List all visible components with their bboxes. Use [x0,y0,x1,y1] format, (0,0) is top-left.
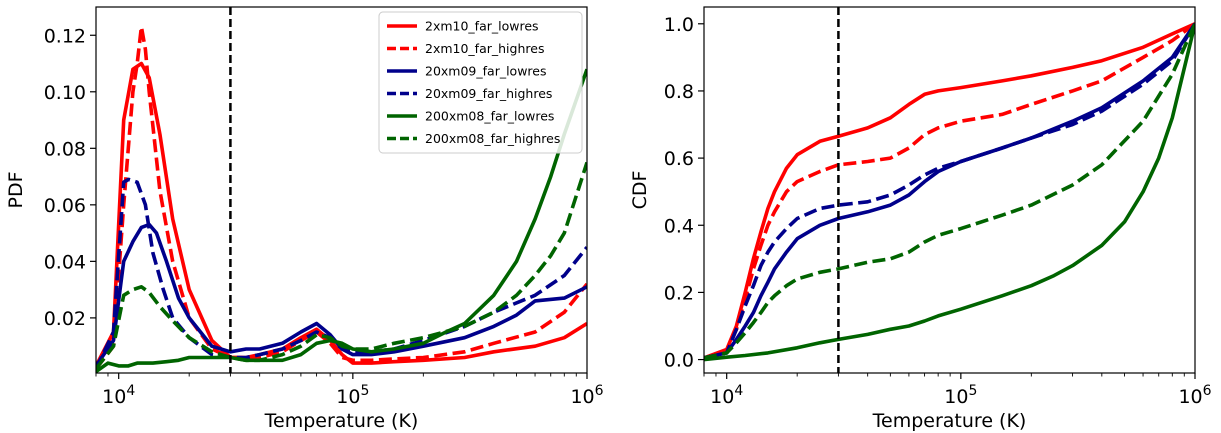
legend-label: 2xm10_far_highres [425,41,544,56]
series-line-200xm08_far_lowres [704,23,1195,362]
y-tick-label: 0.2 [664,282,694,304]
series-line-20xm09_far_lowres [704,22,1195,360]
legend-label: 200xm08_far_lowres [425,109,554,124]
y-tick-label: 0.10 [44,82,86,104]
series-line-20xm09_far_highres [704,22,1195,360]
x-tick-label: 104 [102,383,135,408]
cdf-panel: 0.0 0.2 0.4 0.6 0.8 1.0 104 105 106 Temperature (… [629,6,1212,432]
series-line-200xm08_far_highres [704,23,1195,360]
x-tick-label: 105 [336,383,369,408]
legend-box [378,11,583,154]
x-axis-label: Temperature (K) [872,410,1027,432]
y-tick-label: 0.04 [44,251,86,273]
legend: 2xm10_far_lowres 2xm10_far_highres 20xm09_… [378,11,583,154]
x-axis-label: Temperature (K) [264,410,419,432]
y-tick-label: 0.12 [44,25,86,47]
y-tick-label: 0.4 [664,215,694,237]
series-line-2xm10_far_lowres [704,22,1195,360]
pdf-panel: 0.02 0.04 0.06 0.08 0.10 0.12 104 105 106 Tempera… [5,6,604,432]
y-tick-label: 0.06 [44,195,86,217]
legend-label: 2xm10_far_lowres [425,19,539,34]
x-tick-label: 105 [944,383,977,408]
y-tick-label: 0.6 [664,148,694,170]
x-tick-label: 104 [710,383,743,408]
legend-label: 20xm09_far_lowres [425,64,547,79]
y-tick-label: 0.8 [664,81,694,103]
series-line-200xm08_far_lowres [96,68,587,373]
x-tick-label: 106 [570,383,603,408]
legend-label: 20xm09_far_highres [425,86,552,101]
y-tick-label: 1.0 [664,14,694,36]
y-tick-label: 0.08 [44,138,86,160]
axes-frame [95,6,588,374]
y-tick-label: 0.02 [44,308,86,330]
series-line-20xm09_far_lowres [96,222,587,367]
y-tick-label: 0.0 [664,350,694,372]
x-tick-label: 106 [1178,383,1211,408]
series-line-200xm08_far_highres [96,161,587,370]
legend-label: 200xm08_far_highres [425,131,560,146]
axes-frame [703,6,1196,374]
series-line-2xm10_far_highres [704,22,1195,360]
y-axis-label: PDF [5,171,27,208]
series-line-2xm10_far_highres [96,24,587,370]
y-axis-label: CDF [629,171,651,210]
